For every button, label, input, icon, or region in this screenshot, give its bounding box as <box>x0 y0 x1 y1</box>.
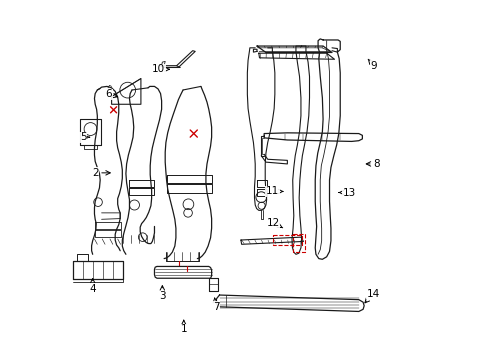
Text: 13: 13 <box>338 188 355 198</box>
Text: 14: 14 <box>364 289 379 303</box>
Text: 2: 2 <box>92 168 110 178</box>
Text: 12: 12 <box>266 218 282 228</box>
Text: 9: 9 <box>367 59 376 71</box>
Text: 1: 1 <box>180 320 187 334</box>
Text: 11: 11 <box>265 186 282 197</box>
Text: 3: 3 <box>159 286 165 301</box>
Text: 7: 7 <box>212 298 219 312</box>
Text: 8: 8 <box>366 159 379 169</box>
Text: 5: 5 <box>80 132 89 142</box>
Text: 6: 6 <box>105 89 117 99</box>
Text: 4: 4 <box>89 279 96 294</box>
Text: 10: 10 <box>152 64 169 74</box>
